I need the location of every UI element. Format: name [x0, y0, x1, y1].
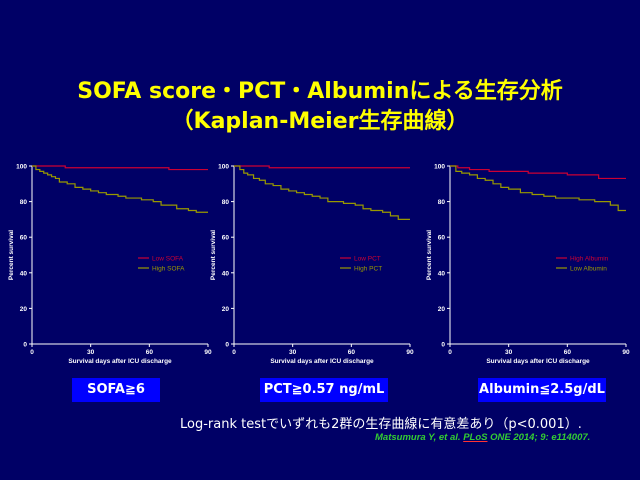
legend-label: Low PCT [354, 256, 381, 263]
citation-authors: Matsumura Y, et al. [375, 432, 464, 443]
y-tick-label: 0 [23, 342, 27, 349]
y-tick-label: 20 [222, 306, 230, 313]
y-tick-label: 60 [20, 235, 28, 242]
x-axis-label: Survival days after ICU discharge [68, 358, 172, 365]
albumin-tag: Albumin≦2.5g/dL [478, 378, 606, 402]
legend-label: Low SOFA [152, 256, 184, 263]
legend-label: High Albumin [570, 256, 609, 263]
y-tick-label: 60 [438, 235, 446, 242]
legend-label: High SOFA [152, 266, 185, 273]
citation-rest: ONE 2014; 9: e114007. [487, 432, 591, 443]
x-tick-label: 0 [232, 349, 236, 356]
x-tick-label: 0 [30, 349, 34, 356]
survival-curve-line [450, 165, 626, 180]
sofa-tag: SOFA≧6 [72, 378, 160, 402]
y-tick-label: 100 [16, 164, 27, 171]
survival-curve-line [450, 165, 626, 212]
survival-curve-line [32, 165, 208, 171]
x-tick-label: 60 [348, 349, 356, 356]
x-axis-label: Survival days after ICU discharge [486, 358, 590, 365]
km-chart-pct: 0 20 40 60 80 100 0 30 60 90 Survival days after I… [210, 158, 418, 368]
y-tick-label: 40 [222, 270, 230, 277]
y-axis-label: Percent survival [426, 230, 433, 280]
x-axis-label: Survival days after ICU discharge [270, 358, 374, 365]
y-tick-label: 0 [225, 342, 229, 349]
y-tick-label: 40 [20, 270, 28, 277]
y-tick-label: 20 [20, 306, 28, 313]
y-tick-label: 80 [438, 199, 446, 206]
y-tick-label: 100 [434, 164, 445, 171]
y-tick-label: 80 [222, 199, 230, 206]
km-chart-sofa: 0 20 40 60 80 100 0 30 60 90 Survival days after I… [8, 158, 216, 368]
survival-curve-line [32, 165, 208, 213]
y-axis-label: Percent survival [210, 230, 217, 280]
citation: Matsumura Y, et al. PLoS ONE 2014; 9: e1… [375, 432, 590, 443]
legend-label: Low Albumin [570, 266, 607, 273]
km-chart-pct-svg: 0 20 40 60 80 100 0 30 60 90 Survival days after I… [210, 164, 414, 366]
slide-subtitle: （Kaplan-Meier生存曲線） [171, 109, 469, 134]
y-tick-label: 100 [218, 164, 229, 171]
x-tick-label: 60 [146, 349, 154, 356]
x-tick-label: 60 [564, 349, 572, 356]
km-chart-albumin-svg: 0 20 40 60 80 100 0 30 60 90 Survival days after I… [426, 164, 630, 366]
x-tick-label: 90 [204, 349, 212, 356]
x-tick-label: 90 [622, 349, 630, 356]
survival-curve-line [234, 165, 410, 220]
survival-curve-line [234, 165, 410, 169]
x-tick-label: 0 [448, 349, 452, 356]
km-chart-sofa-svg: 0 20 40 60 80 100 0 30 60 90 Survival days after I… [8, 164, 212, 366]
x-tick-label: 30 [289, 349, 297, 356]
pct-tag: PCT≧0.57 ng/mL [260, 378, 388, 402]
legend-label: High PCT [354, 266, 382, 273]
y-axis-label: Percent survival [8, 230, 15, 280]
y-tick-label: 0 [441, 342, 445, 349]
x-tick-label: 30 [87, 349, 95, 356]
km-chart-albumin: 0 20 40 60 80 100 0 30 60 90 Survival days after I… [426, 158, 634, 368]
y-tick-label: 80 [20, 199, 28, 206]
y-tick-label: 60 [222, 235, 230, 242]
slide-title: SOFA score・PCT・Albuminによる生存分析 [77, 79, 563, 104]
x-tick-label: 30 [505, 349, 513, 356]
x-tick-label: 90 [406, 349, 414, 356]
y-tick-label: 40 [438, 270, 446, 277]
y-tick-label: 20 [438, 306, 446, 313]
logrank-note: Log-rank testでいずれも2群の生存曲線に有意差あり（p<0.001）… [180, 417, 582, 432]
citation-journal: PLoS [463, 432, 488, 443]
